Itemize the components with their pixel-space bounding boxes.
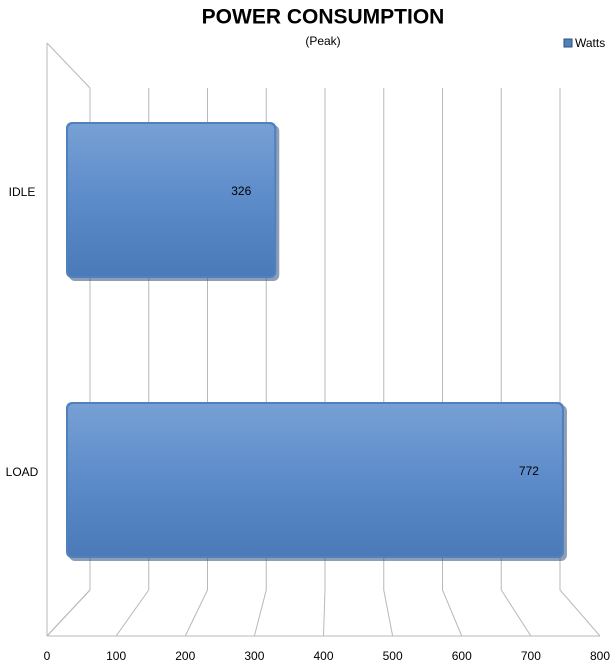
grid-line: [323, 88, 326, 637]
grid-line: [500, 88, 532, 637]
x-tick-label: 400: [313, 649, 333, 663]
x-tick-label: 100: [106, 649, 126, 663]
grid-line: [383, 88, 394, 637]
grid-line: [559, 88, 601, 637]
y-tick-label: LOAD: [6, 465, 39, 479]
x-tick-label: 700: [521, 649, 541, 663]
wall-edge: [46, 42, 91, 89]
x-tick-label: 500: [383, 649, 403, 663]
x-tick-label: 200: [175, 649, 195, 663]
y-tick-label: IDLE: [9, 185, 36, 199]
grid-line: [442, 88, 463, 637]
bar-shine: [68, 404, 562, 556]
chart-subtitle: (Peak): [305, 34, 340, 48]
x-tick-label: 300: [244, 649, 264, 663]
x-tick-label: 0: [44, 649, 51, 663]
value-label: 772: [519, 464, 539, 478]
value-label: 326: [231, 184, 251, 198]
legend-label: Watts: [575, 36, 605, 50]
x-tick-label: 600: [452, 649, 472, 663]
chart-title: POWER CONSUMPTION: [202, 6, 445, 29]
x-tick-label: 800: [590, 649, 610, 663]
legend-swatch: [563, 38, 573, 48]
bar-shine: [68, 124, 275, 276]
